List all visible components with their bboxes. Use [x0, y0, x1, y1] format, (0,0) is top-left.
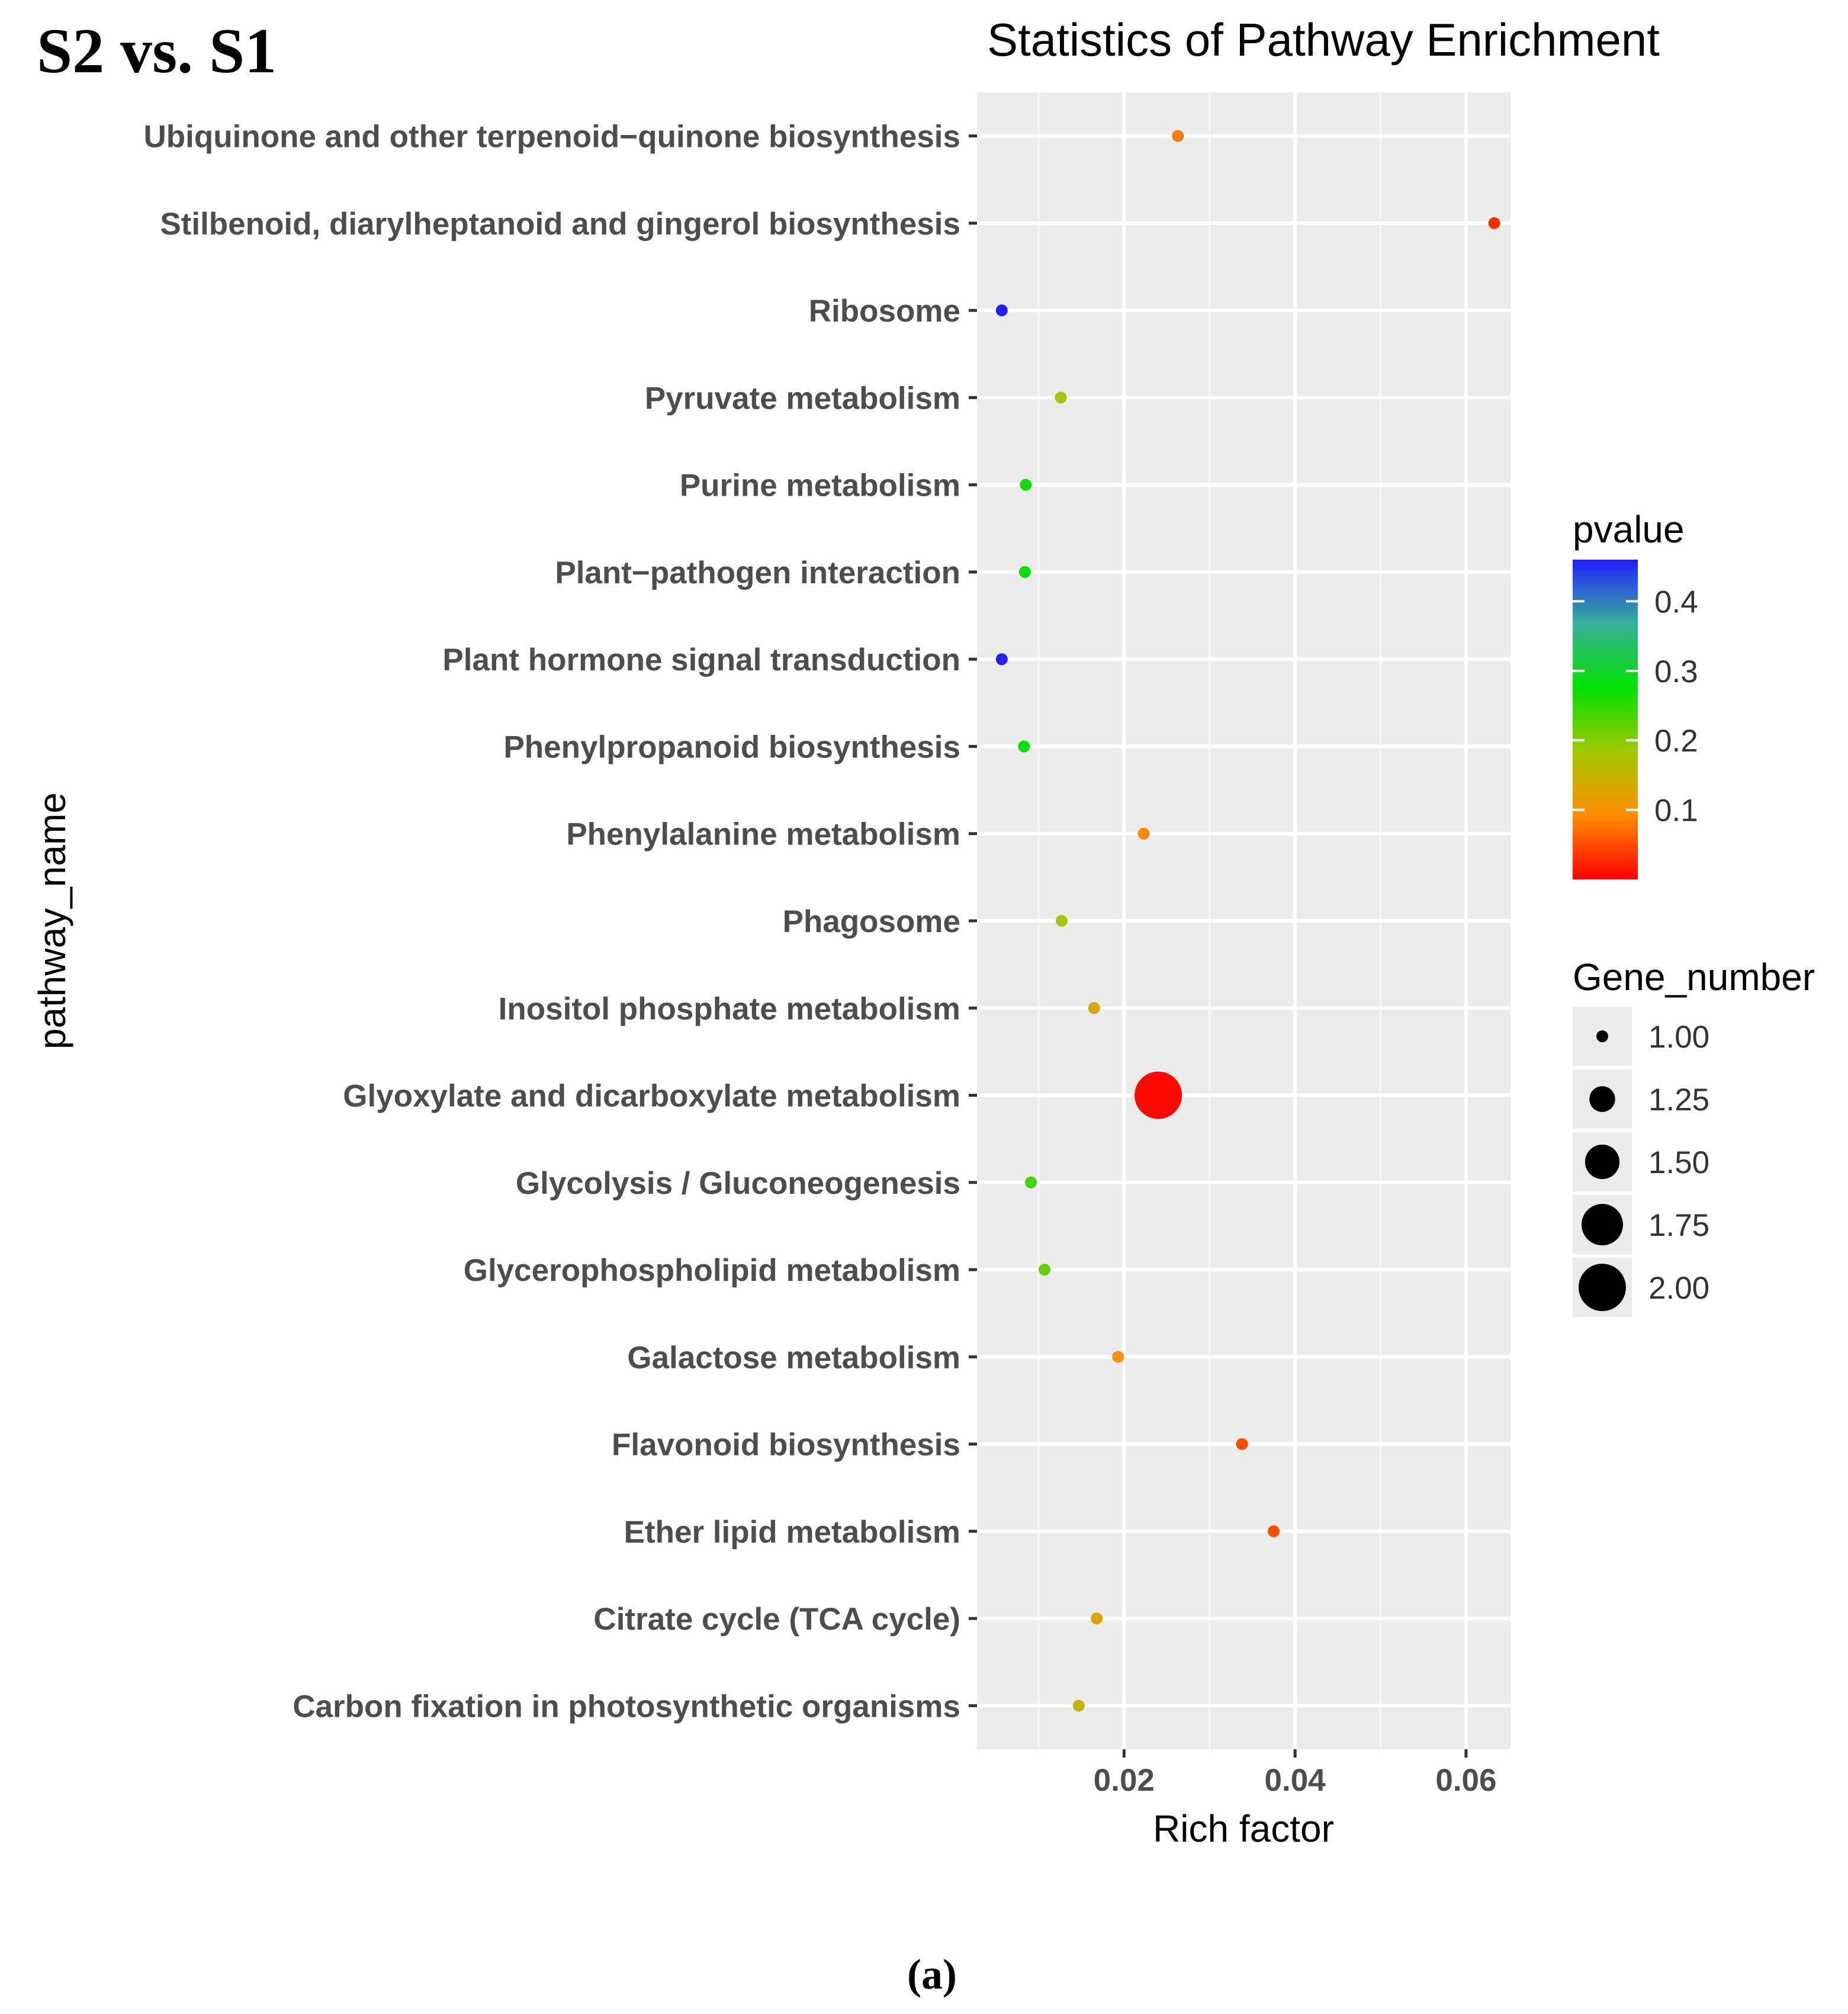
x-tick-label: 0.02	[1094, 1763, 1155, 1798]
colorbar-tick-label: 0.2	[1654, 724, 1698, 759]
y-tick-label: Glycerophospholipid metabolism	[464, 1253, 960, 1288]
gene-number-key-dot	[1585, 1144, 1620, 1180]
colorbar-tick-label: 0.1	[1654, 794, 1698, 828]
pvalue-colorbar-ticks: 0.4 0.3 0.2 0.1	[1573, 584, 1698, 828]
gene-number-key-label: 1.00	[1648, 1020, 1709, 1055]
data-point	[1236, 1438, 1248, 1450]
gene-number-key-dot	[1582, 1204, 1623, 1245]
data-point	[1018, 566, 1031, 578]
y-tick-label: Ubiquinone and other terpenoid−quinone b…	[143, 120, 960, 155]
gene-number-key-label: 1.50	[1648, 1145, 1709, 1180]
y-tick-label: Plant hormone signal transduction	[442, 643, 960, 677]
gene-number-legend: Gene_number 1.00 1.25 1.50 1.75 2.00	[1573, 956, 1815, 1317]
pvalue-legend: pvalue 0.4 0.3 0.2 0.1	[1573, 508, 1698, 879]
gene-number-keys: 1.00 1.25 1.50 1.75 2.00	[1573, 1007, 1709, 1317]
data-point	[1134, 1071, 1182, 1119]
gene-number-key-dot	[1596, 1030, 1608, 1042]
y-tick-label: Pyruvate metabolism	[645, 381, 960, 416]
x-axis-tick-labels: 0.02 0.04 0.06	[1094, 1763, 1497, 1798]
gene-number-key-dot	[1589, 1086, 1615, 1112]
y-tick-label: Phagosome	[783, 904, 960, 939]
colorbar-tick-label: 0.4	[1654, 584, 1698, 619]
data-point	[1172, 130, 1184, 142]
data-point	[1488, 217, 1500, 229]
data-point	[1088, 1002, 1100, 1014]
data-point	[1024, 1176, 1037, 1189]
x-axis-ticks	[1122, 1749, 1468, 1758]
data-point	[1268, 1525, 1280, 1537]
pvalue-colorbar	[1573, 560, 1638, 879]
y-tick-label: Stilbenoid, diarylheptanoid and gingerol…	[160, 207, 960, 242]
data-point	[1137, 827, 1150, 840]
pvalue-legend-title: pvalue	[1573, 508, 1685, 551]
y-tick-label: Inositol phosphate metabolism	[499, 991, 960, 1026]
y-tick-label: Galactose metabolism	[627, 1340, 960, 1375]
y-axis-ticks	[969, 134, 977, 1707]
x-tick-label: 0.06	[1435, 1763, 1496, 1798]
y-tick-label: Carbon fixation in photosynthetic organi…	[293, 1689, 960, 1724]
gene-number-key-dot	[1579, 1264, 1626, 1311]
y-tick-label: Ether lipid metabolism	[624, 1515, 960, 1550]
gene-number-key-label: 1.75	[1648, 1208, 1709, 1243]
y-tick-label: Flavonoid biosynthesis	[612, 1428, 960, 1463]
data-point	[1020, 478, 1032, 491]
data-point	[1112, 1351, 1124, 1363]
x-axis-label: Rich factor	[1153, 1807, 1334, 1850]
figure-label: S2 vs. S1	[37, 16, 277, 86]
y-tick-label: Ribosome	[809, 294, 960, 329]
y-tick-label: Glycolysis / Gluconeogenesis	[516, 1166, 960, 1201]
y-tick-label: Phenylalanine metabolism	[566, 817, 960, 852]
data-point	[1018, 740, 1030, 753]
y-tick-label: Glyoxylate and dicarboxylate metabolism	[343, 1079, 960, 1114]
data-point	[1091, 1613, 1103, 1625]
gene-number-legend-title: Gene_number	[1573, 956, 1815, 998]
colorbar-tick-label: 0.3	[1654, 654, 1698, 689]
data-point	[995, 653, 1008, 666]
data-point	[995, 304, 1008, 317]
data-point	[1055, 915, 1068, 927]
y-tick-label: Citrate cycle (TCA cycle)	[593, 1602, 960, 1637]
y-tick-label: Phenylpropanoid biosynthesis	[503, 730, 960, 765]
x-tick-label: 0.04	[1265, 1763, 1326, 1798]
figure-caption: (a)	[907, 1951, 957, 1998]
gene-number-key-label: 1.25	[1648, 1083, 1709, 1117]
data-point	[1039, 1264, 1051, 1276]
y-axis-tick-labels: Ubiquinone and other terpenoid−quinone b…	[143, 120, 960, 1724]
y-tick-label: Plant−pathogen interaction	[555, 555, 960, 590]
data-points	[995, 130, 1500, 1712]
chart-title: Statistics of Pathway Enrichment	[987, 14, 1660, 66]
gene-number-key-label: 2.00	[1648, 1271, 1709, 1306]
data-point	[1072, 1700, 1085, 1712]
y-axis-label: pathway_name	[31, 792, 73, 1049]
y-tick-label: Purine metabolism	[680, 468, 960, 503]
data-point	[1055, 391, 1067, 404]
